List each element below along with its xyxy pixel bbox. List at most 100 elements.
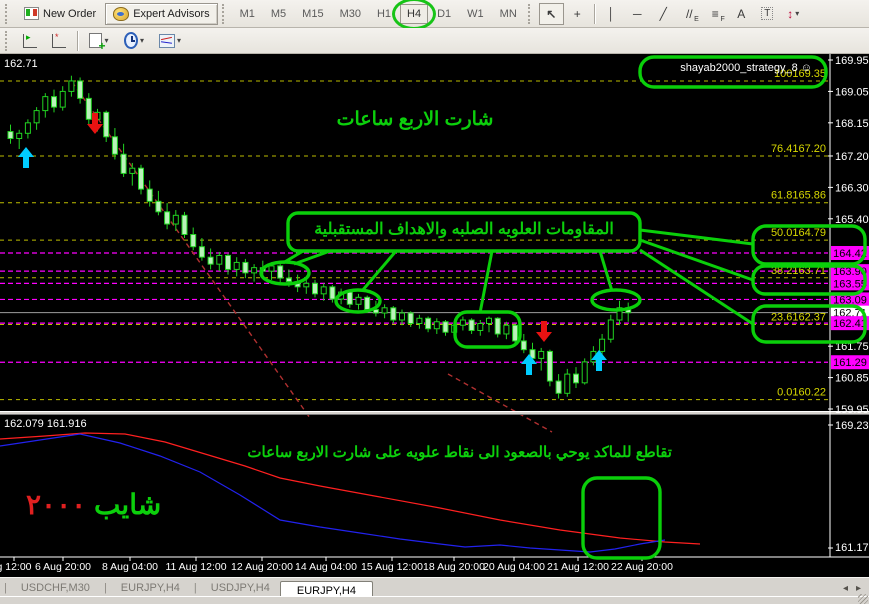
time-tick-label: 22 Aug 20:00 xyxy=(611,561,673,573)
candle-body xyxy=(312,282,318,295)
crosshair-tool[interactable]: + xyxy=(565,3,590,25)
timeframe-button-h1[interactable]: H1 xyxy=(370,4,398,24)
alert-price-badge xyxy=(831,355,869,370)
horizontal-line-tool[interactable]: ─ xyxy=(625,3,650,25)
chart-canvas[interactable]: 100169.35 76.4167.20 61.8165.86 50.0164.79 3… xyxy=(0,54,869,577)
toolbar-separator xyxy=(77,30,78,51)
price-tick-label: 165.40 xyxy=(835,214,869,226)
candle-body xyxy=(546,350,553,382)
trendline-object[interactable] xyxy=(71,81,311,419)
timeframe-button-m5[interactable]: M5 xyxy=(264,4,293,24)
timeframe-button-d1[interactable]: D1 xyxy=(430,4,458,24)
timeframe-button-h4[interactable]: H4 xyxy=(392,0,437,30)
resize-grip[interactable] xyxy=(858,594,868,604)
toolbar-grip[interactable] xyxy=(5,30,12,51)
strategy-highlight-box[interactable] xyxy=(638,55,828,89)
annotation-connector-line[interactable] xyxy=(360,250,398,292)
time-tick-label: 14 Aug 04:00 xyxy=(295,561,357,573)
candle-body xyxy=(146,188,153,202)
fibonacci-tool[interactable]: ≡ F xyxy=(703,3,728,25)
fib-target-highlight-box[interactable] xyxy=(751,224,867,266)
buy-arrow-icon[interactable] xyxy=(591,350,607,371)
toolbar-grip[interactable] xyxy=(221,3,229,24)
expert-advisors-label: Expert Advisors xyxy=(133,7,210,20)
trendline-tool[interactable]: ╱ xyxy=(651,3,676,25)
annotation-connector-line[interactable] xyxy=(639,238,754,282)
resistance-note-box[interactable] xyxy=(286,211,642,253)
candle-body xyxy=(433,321,440,330)
chevron-down-icon: ▾ xyxy=(795,9,800,18)
fibonacci-sub-label: F xyxy=(720,15,725,23)
time-tick-label: 11 Aug 12:00 xyxy=(165,561,226,573)
candle-body xyxy=(581,361,588,384)
clock-icon xyxy=(124,32,138,49)
arrows-tool[interactable]: ↕ ▾ xyxy=(781,3,806,25)
buy-arrow-icon[interactable] xyxy=(18,147,34,168)
time-tick-label: 8 Aug 04:00 xyxy=(102,561,158,573)
buy-arrow-icon[interactable] xyxy=(521,354,537,375)
chart-buy-objects-button[interactable]: ▸ xyxy=(16,30,44,52)
chart-sell-objects-button[interactable]: * xyxy=(45,30,73,52)
chart-tab-usdchf-m30[interactable]: USDCHF,M30 xyxy=(11,580,100,597)
timeframe-button-mn[interactable]: MN xyxy=(493,4,524,24)
pane-separator[interactable] xyxy=(0,411,869,415)
sell-arrow-icon[interactable] xyxy=(87,113,103,134)
alert-price-label: 162.41 xyxy=(833,318,867,330)
chevron-down-icon: ▾ xyxy=(176,36,181,45)
candle-body xyxy=(68,80,75,92)
timeframe-button-m1[interactable]: M1 xyxy=(233,4,262,24)
candle-body xyxy=(24,122,31,134)
cursor-tool[interactable]: ↖ xyxy=(538,2,564,25)
annotation-connector-line[interactable] xyxy=(639,248,754,326)
candle-body xyxy=(555,380,562,394)
candle-body xyxy=(42,96,49,112)
candle-body xyxy=(33,110,40,124)
annotation-connector-line[interactable] xyxy=(282,249,304,265)
timeframe-button-w1[interactable]: W1 xyxy=(460,4,491,24)
candle-body xyxy=(407,312,414,324)
price-zone-highlight-ellipse[interactable] xyxy=(334,288,382,314)
annotation-connector-line[interactable] xyxy=(293,249,331,266)
equidistant-channel-tool[interactable]: //E xyxy=(677,3,702,25)
period-button[interactable]: ▾ xyxy=(117,30,151,52)
indicators-button[interactable]: ▾ xyxy=(152,30,188,52)
text-tool[interactable]: A xyxy=(729,3,754,25)
toolbar-grip[interactable] xyxy=(527,3,535,24)
tabs-host: USDCHF,M30 | EURJPY,H4 | USDJPY,H4 EURJPY,H4 xyxy=(11,580,373,597)
new-order-icon xyxy=(24,7,39,20)
candle-body xyxy=(190,234,197,248)
vertical-line-tool[interactable]: │ xyxy=(599,3,624,25)
alert-price-label: 163.55 xyxy=(833,278,867,290)
candle-body xyxy=(138,167,144,190)
candle-body xyxy=(120,153,127,174)
price-zone-highlight-box[interactable] xyxy=(453,310,522,349)
price-zone-highlight-ellipse[interactable] xyxy=(590,288,642,312)
annotation-connector-line[interactable] xyxy=(478,250,494,314)
trendline-object[interactable] xyxy=(447,373,553,433)
timeframe-button-m15[interactable]: M15 xyxy=(295,4,330,24)
time-tick-label: 6 Aug 20:00 xyxy=(35,561,91,573)
sell-arrow-icon[interactable] xyxy=(536,321,552,342)
candle-body xyxy=(346,291,353,305)
tab-scroll-left-icon[interactable]: ◂ xyxy=(842,583,848,594)
candle-body xyxy=(390,307,397,321)
annotation-connector-line[interactable] xyxy=(639,228,754,246)
toolbar-grip[interactable] xyxy=(5,3,12,24)
new-order-label: New Order xyxy=(43,7,97,20)
annotation-connector-line[interactable] xyxy=(598,250,614,292)
candle-body xyxy=(425,317,432,330)
text-label-tool[interactable]: T xyxy=(755,3,780,25)
new-chart-button[interactable]: + ▾ xyxy=(82,30,116,52)
macd-crossover-box[interactable] xyxy=(581,476,662,560)
chart-tab-eurjpy-h4[interactable]: EURJPY,H4 xyxy=(279,581,373,597)
candle-body xyxy=(599,338,606,352)
tab-scroll-right-icon[interactable]: ▸ xyxy=(855,583,861,594)
chart-tab-usdjpy-h4[interactable]: USDJPY,H4 xyxy=(201,580,280,597)
candle-body xyxy=(503,324,510,335)
chart-tab-eurjpy-h4[interactable]: EURJPY,H4 xyxy=(111,580,190,597)
tab-separator: | xyxy=(4,582,7,594)
timeframe-button-m30[interactable]: M30 xyxy=(333,4,368,24)
new-order-button[interactable]: New Order xyxy=(16,3,104,25)
expert-advisors-button[interactable]: Expert Advisors xyxy=(105,2,218,25)
